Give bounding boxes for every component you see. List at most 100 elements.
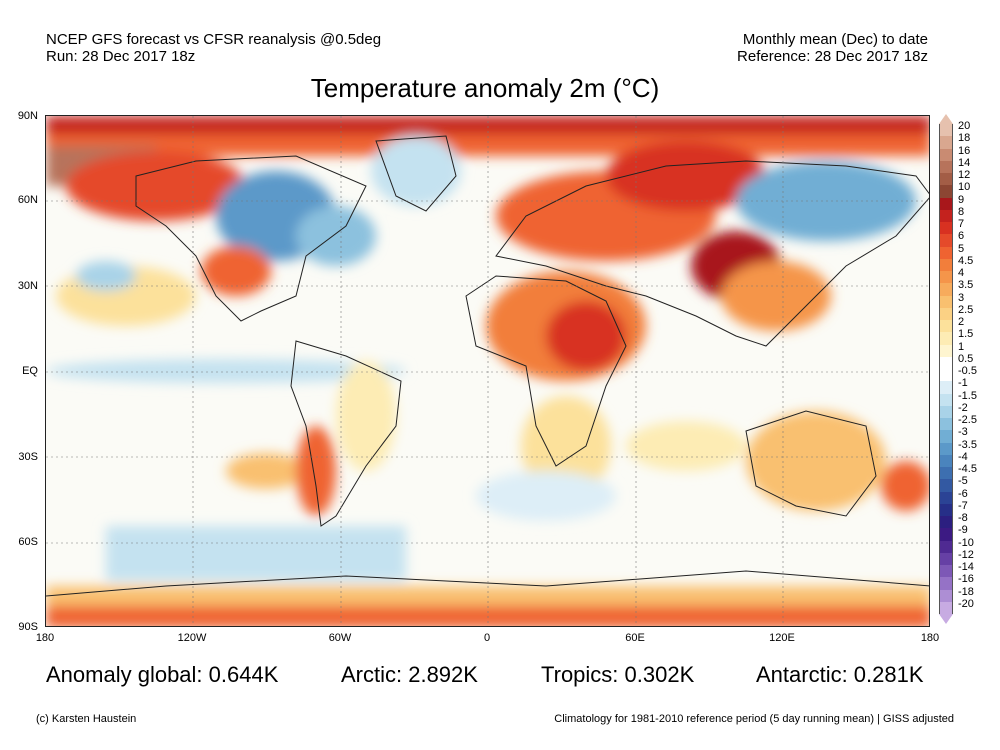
colorbar-tick-label: -12 (958, 548, 974, 561)
lon-label-120w: 120W (177, 632, 207, 644)
colorbar-tick-label: 3.5 (958, 279, 974, 292)
colorbar-tick-label: 1.5 (958, 328, 974, 341)
colorbar-swatch (939, 442, 953, 455)
lon-label-60w: 60W (328, 632, 352, 644)
map-title: Temperature anomaly 2m (°C) (310, 73, 660, 103)
colorbar-tick-label: -4.5 (958, 463, 977, 475)
anomaly-field (46, 116, 929, 626)
lat-label-eq: EQ (22, 365, 38, 377)
colorbar (939, 114, 953, 624)
colorbar-swatch (939, 479, 953, 492)
run-time: Run: 28 Dec 2017 18z (46, 48, 196, 65)
lat-label-30s: 30S (18, 451, 38, 463)
colorbar-swatch (939, 246, 953, 259)
period-info: Monthly mean (Dec) to date Reference: 28… (737, 31, 928, 65)
model-description: NCEP GFS forecast vs CFSR reanalysis @0.… (46, 31, 382, 48)
colorbar-tick-label: 20 (958, 120, 971, 132)
colorbar-tick-label: -3.5 (958, 438, 977, 451)
lon-label-60e: 60E (625, 632, 645, 644)
colorbar-swatch (939, 589, 953, 602)
colorbar-swatch (939, 307, 953, 320)
lat-label-30n: 30N (17, 280, 38, 292)
colorbar-swatch (939, 136, 953, 149)
colorbar-tick-label: 7 (958, 218, 965, 230)
arctic-anomaly: Arctic: 2.892K (341, 662, 478, 687)
graticule (46, 116, 929, 626)
colorbar-swatch (939, 491, 953, 504)
colorbar-swatch (939, 173, 953, 186)
colorbar-swatch (939, 320, 953, 333)
colorbar-tick-label: -3 (958, 426, 968, 439)
colorbar-swatch (939, 467, 953, 480)
colorbar-tick-label: -8 (958, 512, 968, 524)
colorbar-tick-label: -5 (958, 475, 968, 488)
colorbar-tick-label: 12 (958, 169, 971, 181)
colorbar-swatch (939, 295, 953, 308)
colorbar-swatch (939, 124, 953, 137)
colorbar-swatch (939, 234, 953, 247)
colorbar-swatch (939, 528, 953, 541)
colorbar-swatch (939, 369, 953, 382)
colorbar-tick-label: -14 (958, 561, 974, 573)
tropics-anomaly: Tropics: 0.302K (541, 662, 695, 687)
colorbar-tick-label: 10 (958, 181, 971, 194)
colorbar-tick-label: -2 (958, 401, 968, 414)
coastlines (46, 135, 929, 597)
colorbar-swatch (939, 222, 953, 235)
colorbar-tick-label: 16 (958, 144, 971, 157)
lon-label-180w: 180 (35, 632, 55, 644)
colorbar-swatch (939, 405, 953, 418)
colorbar-tick-label: 1 (958, 340, 965, 353)
colorbar-tick-label: -1.5 (958, 389, 977, 402)
colorbar-tick-label: -7 (958, 499, 968, 512)
colorbar-swatch (939, 197, 953, 210)
colorbar-swatch (939, 148, 953, 161)
colorbar-swatch (939, 209, 953, 222)
colorbar-tick-label: -10 (958, 536, 974, 549)
colorbar-tick-label: 8 (958, 205, 965, 218)
climatology-note: Climatology for 1981-2010 reference peri… (554, 713, 954, 725)
colorbar-swatch (939, 258, 953, 271)
colorbar-tick-label: 18 (958, 132, 971, 145)
model-info: NCEP GFS forecast vs CFSR reanalysis @0.… (46, 31, 381, 65)
colorbar-tick-label: 5 (958, 242, 965, 255)
colorbar-arrow-min (939, 614, 953, 624)
colorbar-tick-label: -9 (958, 524, 968, 537)
colorbar-swatch (939, 430, 953, 443)
colorbar-tick-label: 14 (958, 156, 971, 169)
lat-label-90s: 90S (18, 621, 38, 633)
copyright: (c) Karsten Haustein (36, 713, 137, 725)
global-anomaly: Anomaly global: 0.644K (46, 662, 279, 687)
lat-label-60n: 60N (17, 194, 38, 206)
colorbar-tick-label: 2 (958, 316, 965, 328)
colorbar-tick-label: -16 (958, 573, 974, 586)
lon-label-120e: 120E (769, 632, 795, 644)
anomaly-patches (46, 116, 929, 626)
colorbar-tick-label: 0.5 (958, 352, 974, 365)
colorbar-swatch (939, 454, 953, 467)
colorbar-tick-label: -20 (958, 597, 974, 610)
anomaly-map (45, 115, 930, 627)
colorbar-swatch (939, 332, 953, 345)
colorbar-swatch (939, 185, 953, 198)
colorbar-swatch (939, 381, 953, 394)
colorbar-tick-label: 3 (958, 291, 965, 304)
colorbar-tick-label: 4.5 (958, 254, 974, 267)
colorbar-swatch (939, 356, 953, 369)
colorbar-swatch (939, 418, 953, 431)
reference-time: Reference: 28 Dec 2017 18z (737, 48, 928, 65)
averaging-period: Monthly mean (Dec) to date (742, 31, 928, 48)
colorbar-swatch (939, 552, 953, 565)
colorbar-arrow-max (939, 114, 953, 124)
lon-label-0: 0 (483, 632, 491, 644)
colorbar-swatch (939, 160, 953, 173)
colorbar-tick-label: -4 (958, 450, 968, 463)
colorbar-swatch (939, 393, 953, 406)
colorbar-tick-label: 6 (958, 230, 965, 243)
lon-label-180e: 180 (920, 632, 940, 644)
antarctic-anomaly: Antarctic: 0.281K (756, 662, 924, 687)
colorbar-tick-label: -18 (958, 585, 974, 598)
colorbar-tick-label: -0.5 (958, 365, 977, 377)
colorbar-swatch (939, 503, 953, 516)
colorbar-tick-label: -2.5 (958, 414, 977, 426)
